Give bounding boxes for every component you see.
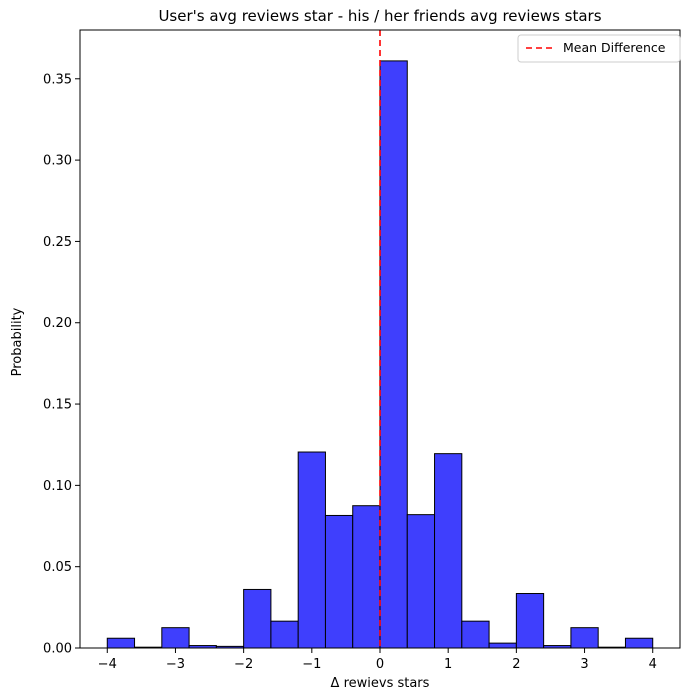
y-tick-label: 0.20 [43, 316, 72, 331]
histogram-bar-13 [461, 620, 490, 649]
histogram-bar-0 [106, 637, 136, 649]
histogram-bar-17 [570, 627, 599, 649]
legend-label-mean-difference: Mean Difference [563, 40, 666, 55]
x-tick-label: −2 [234, 657, 253, 672]
histogram-bar-15 [515, 593, 545, 649]
y-tick-label: 0.35 [43, 72, 72, 87]
y-tick-label: 0.15 [43, 398, 72, 413]
y-axis-ticks: 0.00 0.05 0.10 0.15 0.20 0.25 0.30 0.35 [43, 72, 80, 657]
legend-box [517, 34, 681, 63]
x-tick-label: −4 [98, 657, 117, 672]
x-tick-label: 2 [512, 657, 520, 672]
x-tick-label: −1 [302, 657, 321, 672]
chart-title: User's avg reviews star - his / her frie… [158, 7, 601, 25]
histogram-bar-19 [624, 637, 654, 649]
x-tick-label: 4 [649, 657, 657, 672]
histogram-bar-9 [352, 505, 381, 649]
bars-group [106, 60, 654, 649]
histogram-bar-10 [379, 60, 408, 649]
histogram-bar-12 [434, 453, 463, 649]
x-tick-label: 1 [444, 657, 452, 672]
x-tick-label: 3 [580, 657, 588, 672]
histogram-bar-7 [297, 451, 326, 649]
histogram-bar-11 [406, 514, 436, 649]
y-axis-label: Probability [10, 307, 25, 376]
y-tick-label: 0.10 [43, 479, 72, 494]
x-axis-ticks: −4 −3 −2 −1 0 1 2 3 4 [98, 648, 657, 672]
histogram-bar-2 [161, 627, 190, 649]
histogram-bar-5 [243, 588, 272, 649]
y-tick-label: 0.25 [43, 235, 72, 250]
y-tick-label: 0.30 [43, 154, 72, 169]
x-tick-label: 0 [376, 657, 384, 672]
histogram-bar-6 [270, 620, 299, 649]
y-tick-label: 0.00 [43, 642, 72, 657]
x-tick-label: −3 [166, 657, 185, 672]
x-axis-label: Δ rewievs stars [331, 676, 430, 691]
histogram-bar-14 [488, 642, 517, 649]
y-tick-label: 0.05 [43, 560, 72, 575]
legend: Mean Difference [517, 34, 681, 63]
histogram-bar-8 [324, 514, 354, 649]
